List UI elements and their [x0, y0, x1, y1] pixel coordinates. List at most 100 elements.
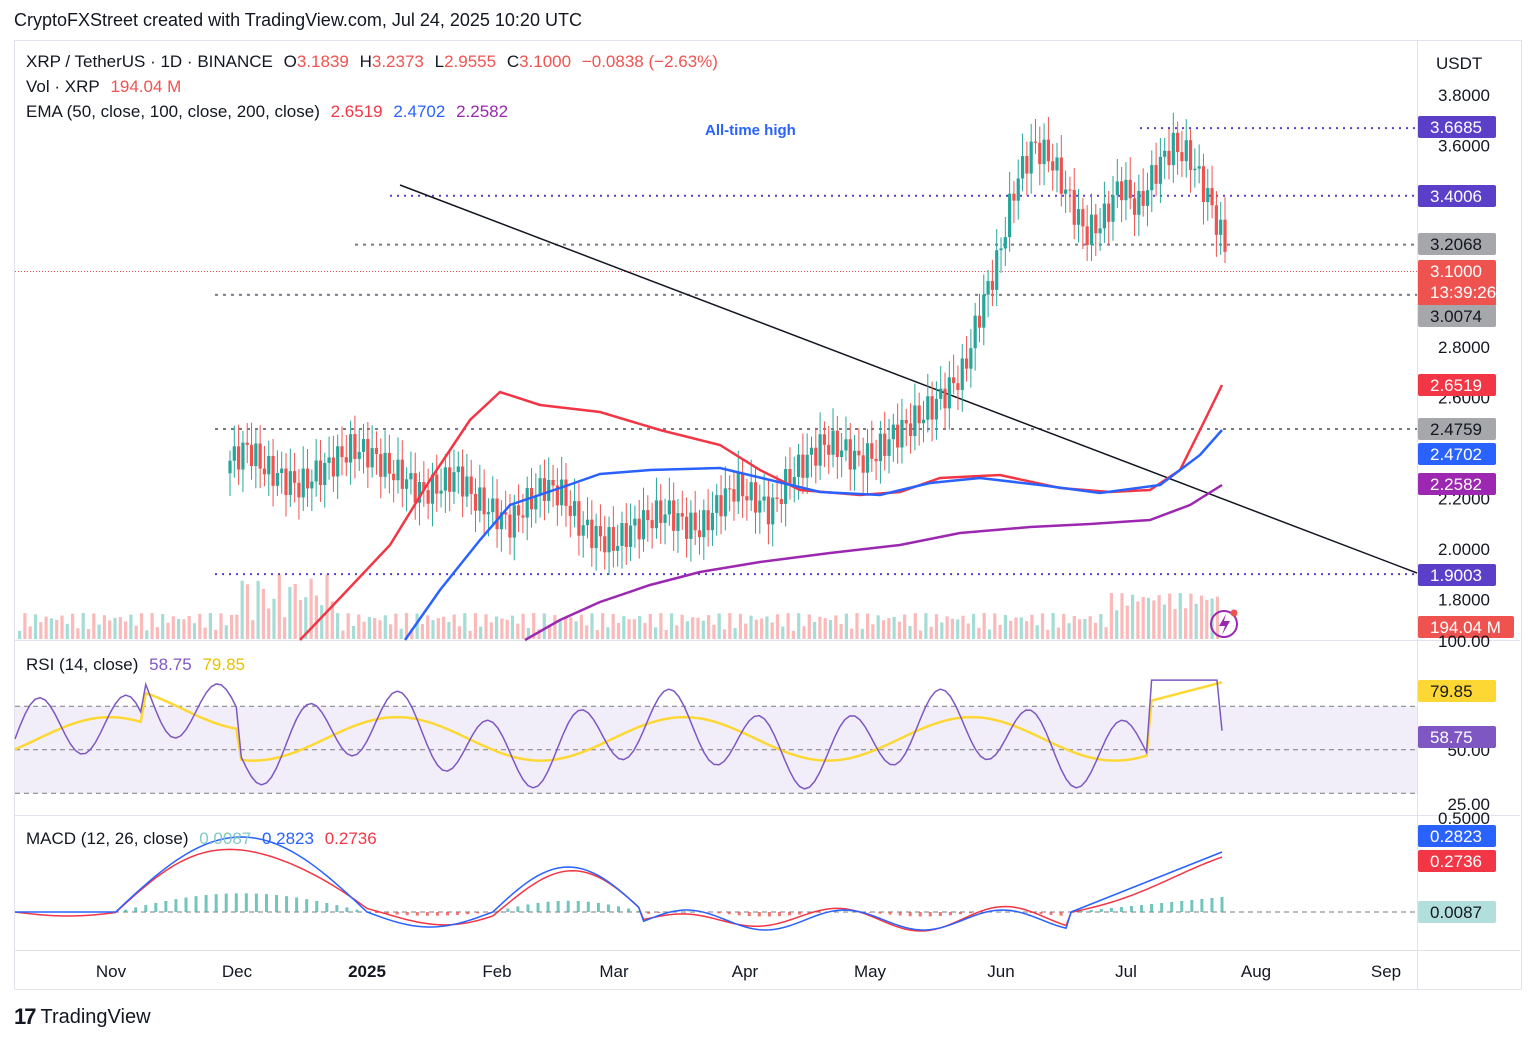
volume-bar: [304, 597, 308, 639]
price-badge-label: 3.1000: [1430, 262, 1482, 281]
candle-body: [405, 479, 409, 489]
macd-hist-bar: [385, 912, 389, 914]
candle-body: [620, 523, 624, 546]
volume-bar: [643, 622, 647, 639]
x-tick-label: Nov: [96, 962, 127, 981]
candle-body: [1184, 140, 1188, 162]
price-badge-bg: [1418, 418, 1496, 440]
rsi-line: [14, 679, 1223, 790]
volume-bar: [712, 624, 716, 639]
candle-body: [370, 448, 374, 468]
macd-hist-bar: [315, 900, 319, 912]
macd-hist-bar: [928, 912, 932, 917]
candle-body: [1064, 189, 1068, 194]
rsi-label[interactable]: RSI (14, close): [26, 655, 139, 674]
candle-body: [689, 512, 693, 539]
volume-bar: [330, 601, 334, 639]
candle-body: [749, 482, 753, 501]
macd-hist-bar: [878, 912, 882, 914]
price-badge-label: 3.6685: [1430, 118, 1482, 137]
volume-bar: [855, 613, 859, 639]
volume-bar: [1072, 615, 1076, 639]
candle-body: [547, 479, 551, 501]
volume-bar: [495, 616, 499, 639]
candle-body: [831, 430, 835, 455]
x-tick-label: Jun: [987, 962, 1014, 981]
candle-body: [1197, 166, 1201, 169]
volume-bar: [733, 628, 737, 639]
volume-bar: [251, 620, 255, 639]
volume-bar: [818, 616, 822, 639]
macd-hist-bar: [124, 909, 128, 912]
candle-body: [659, 500, 663, 523]
volume-bar: [585, 625, 589, 639]
candle-body: [796, 454, 801, 478]
candle-body: [809, 447, 814, 455]
macd-hist-bar: [536, 902, 540, 912]
symbol-label[interactable]: XRP / TetherUS · 1D · BINANCE: [26, 52, 273, 71]
volume-bar: [797, 613, 801, 639]
volume-label[interactable]: Vol · XRP: [26, 77, 100, 96]
ema200-value: 2.2582: [456, 102, 509, 121]
volume-bar: [881, 620, 886, 639]
volume-bar: [55, 619, 59, 639]
macd-label[interactable]: MACD (12, 26, close): [26, 829, 189, 848]
volume-bar: [1109, 593, 1113, 639]
candle-body: [758, 500, 762, 513]
candle-body: [921, 419, 926, 424]
candle-body: [1076, 209, 1081, 225]
countdown-label: 13:39:26: [1430, 283, 1496, 302]
candle-body: [1051, 161, 1055, 171]
macd-hist-bar: [1129, 906, 1133, 912]
candle-body: [654, 500, 659, 529]
volume-bar: [336, 613, 340, 639]
volume-bar: [65, 623, 69, 639]
volume-bar: [39, 622, 43, 639]
macd-badge-label: 0.2736: [1430, 852, 1482, 871]
price-badge-label: 3.0074: [1430, 307, 1482, 326]
ema200-line: [524, 483, 1223, 642]
volume-bar: [224, 625, 228, 639]
volume-bar: [277, 574, 281, 639]
volume-bar: [701, 620, 705, 639]
candle-body: [1206, 188, 1210, 203]
volume-bar: [871, 624, 875, 639]
volume-bar: [685, 621, 689, 639]
volume-bar: [749, 615, 753, 639]
macd-hist-bar: [798, 912, 802, 915]
candle-body: [267, 455, 271, 475]
volume-bar: [940, 622, 944, 639]
macd-badge: [1418, 850, 1496, 872]
volume-bar: [601, 613, 605, 639]
candle-body: [990, 280, 995, 290]
volume-bar: [1189, 593, 1193, 639]
unit-label[interactable]: USDT: [1436, 54, 1483, 73]
ema-label[interactable]: EMA (50, close, 100, close, 200, close): [26, 102, 320, 121]
footer-brand[interactable]: 17 TradingView: [14, 1004, 151, 1030]
volume-bar: [934, 614, 939, 639]
candle-body: [852, 450, 857, 470]
volume-bar: [908, 625, 912, 639]
candle-body: [271, 455, 275, 486]
price-badge-bg: [1418, 116, 1496, 138]
rsi-tick-label: 25.00: [1447, 795, 1490, 814]
open-label: O: [283, 52, 297, 71]
macd-hist-bar: [737, 912, 741, 916]
volume-bar: [436, 618, 440, 639]
candle-body: [896, 424, 900, 448]
candle-body: [280, 468, 284, 473]
volume-bar: [754, 619, 758, 639]
macd-hist-bar: [1089, 910, 1093, 912]
rsi-ma-badge-label: 79.85: [1430, 682, 1473, 701]
macd-hist-bar: [606, 904, 610, 912]
candle-body: [964, 358, 969, 369]
candle-body: [784, 469, 788, 504]
volume-bar: [760, 618, 764, 639]
volume-bar: [1025, 621, 1029, 639]
volume-bar: [1093, 622, 1098, 639]
candle-body: [577, 501, 581, 536]
candle-body: [1033, 141, 1038, 143]
volume-bar: [781, 626, 785, 639]
candle-body: [1128, 179, 1132, 199]
